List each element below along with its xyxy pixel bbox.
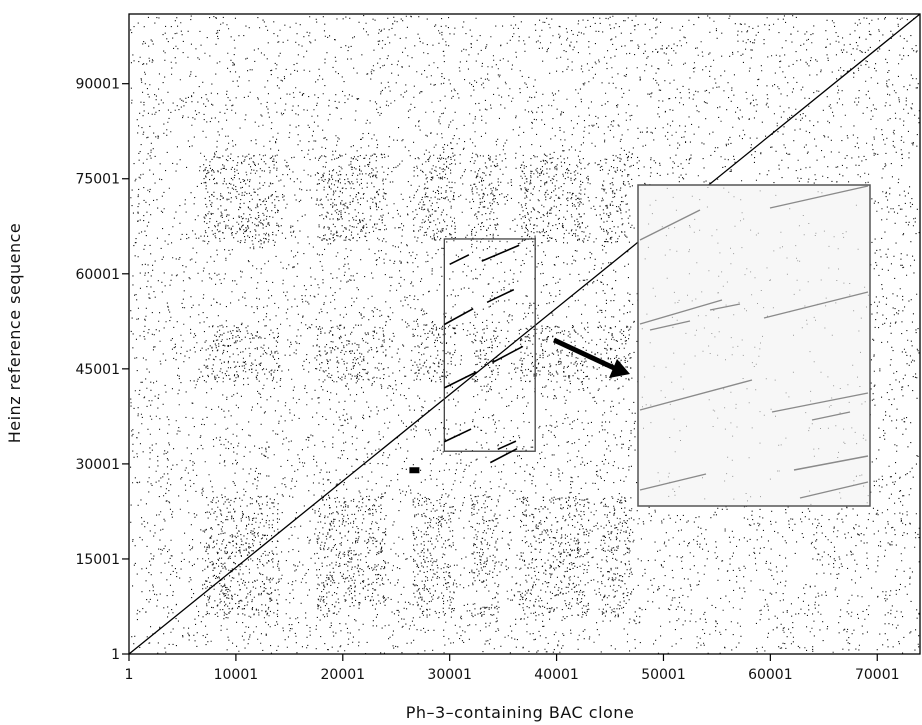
- x-tick-label: 20001: [321, 667, 366, 683]
- inset-segment: [793, 455, 869, 471]
- inset-lines: [639, 185, 869, 499]
- y-tick-label: 90001: [75, 77, 120, 93]
- diagonal-break-marker: [409, 467, 420, 474]
- inset-segment: [763, 291, 869, 319]
- zoom-segment: [492, 345, 523, 364]
- x-tick-label: 10001: [214, 667, 259, 683]
- inset-segment: [771, 392, 869, 413]
- inset-segment: [649, 320, 691, 331]
- inset-segment: [639, 379, 753, 411]
- x-axis-ticks: 1 10001 20001 30001 40001 50001 60001 70001: [125, 654, 900, 683]
- inset-segment: [799, 481, 869, 499]
- inset-segment: [769, 185, 869, 209]
- zoom-segment: [486, 288, 515, 304]
- inset-segment: [639, 299, 723, 325]
- zoom-segment: [481, 244, 520, 262]
- y-tick-label: 45001: [75, 362, 120, 378]
- x-tick-label: 40001: [534, 667, 579, 683]
- zoom-box-segments: [443, 244, 523, 464]
- inset-segment: [709, 303, 741, 311]
- zoom-box: [443, 238, 536, 452]
- inset-segment: [639, 209, 701, 241]
- zoom-segment: [497, 440, 517, 451]
- zoom-arrow: [552, 337, 630, 378]
- y-tick-label: 1: [111, 647, 120, 663]
- y-axis-ticks: 1 15001 30001 45001 60001 75001 90001: [75, 77, 129, 663]
- x-tick-label: 60001: [748, 667, 793, 683]
- y-axis-title: Heinz reference sequence: [5, 223, 24, 444]
- inset-panel: [637, 184, 871, 507]
- plot-frame: [128, 13, 921, 655]
- y-tick-label: 75001: [75, 172, 120, 188]
- y-tick-label: 60001: [75, 267, 120, 283]
- y-tick-label: 15001: [75, 552, 120, 568]
- x-tick-label: 50001: [641, 667, 686, 683]
- x-tick-label: 70001: [855, 667, 900, 683]
- inset-background: [637, 184, 871, 507]
- zoom-segment: [449, 254, 470, 266]
- inset-segment: [811, 411, 851, 421]
- y-tick-label: 30001: [75, 457, 120, 473]
- zoom-segment: [443, 428, 472, 443]
- x-tick-label: 30001: [427, 667, 472, 683]
- zoom-segment: [489, 447, 518, 464]
- inset-segment: [639, 473, 707, 491]
- zoom-segment: [443, 307, 474, 326]
- x-axis-title: Ph–3–containing BAC clone: [406, 703, 635, 722]
- x-tick-label: 1: [125, 667, 134, 683]
- main-diagonal-line: [128, 13, 921, 655]
- zoom-segment: [443, 371, 477, 389]
